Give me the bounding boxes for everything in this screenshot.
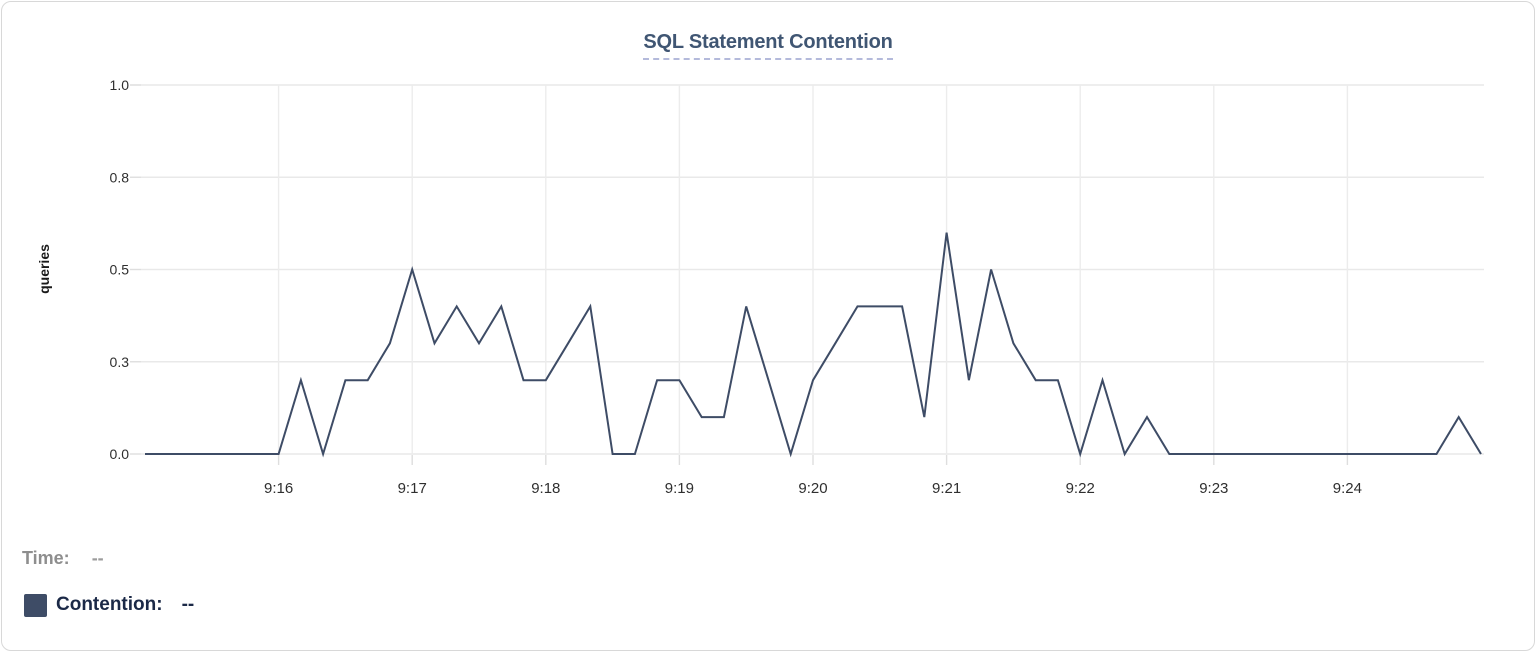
y-tick-label: 0.0: [110, 446, 130, 462]
x-tick-label: 9:18: [531, 480, 560, 497]
x-tick-label: 9:20: [798, 480, 827, 497]
contention-value: --: [181, 594, 195, 615]
x-tick-label: 9:21: [932, 480, 961, 497]
x-tick-label: 9:17: [398, 480, 427, 497]
x-tick-label: 9:23: [1199, 480, 1228, 497]
y-tick-label: 0.8: [110, 169, 130, 185]
legend-contention-row: Contention: --: [24, 592, 194, 618]
y-axis-title: queries: [36, 244, 52, 294]
y-tick-label: 1.0: [110, 77, 130, 93]
time-value: --: [91, 547, 104, 568]
chart-title-wrap: SQL Statement Contention: [2, 31, 1534, 60]
y-tick-label: 0.5: [110, 262, 130, 278]
y-tick-label: 0.3: [110, 354, 130, 370]
contention-line: [145, 232, 1482, 458]
contention-label: Contention:: [56, 594, 163, 615]
time-label: Time:: [22, 547, 70, 568]
x-tick-label: 9:19: [665, 480, 694, 497]
x-tick-label: 9:24: [1333, 480, 1362, 497]
contention-series-swatch: [24, 593, 47, 617]
x-tick-label: 9:22: [1066, 480, 1095, 497]
x-tick-label: 9:16: [264, 480, 293, 497]
chart-legend: Time: -- Contention: --: [22, 545, 194, 618]
legend-time-row: Time: --: [22, 545, 194, 571]
chart-title[interactable]: SQL Statement Contention: [643, 31, 893, 60]
